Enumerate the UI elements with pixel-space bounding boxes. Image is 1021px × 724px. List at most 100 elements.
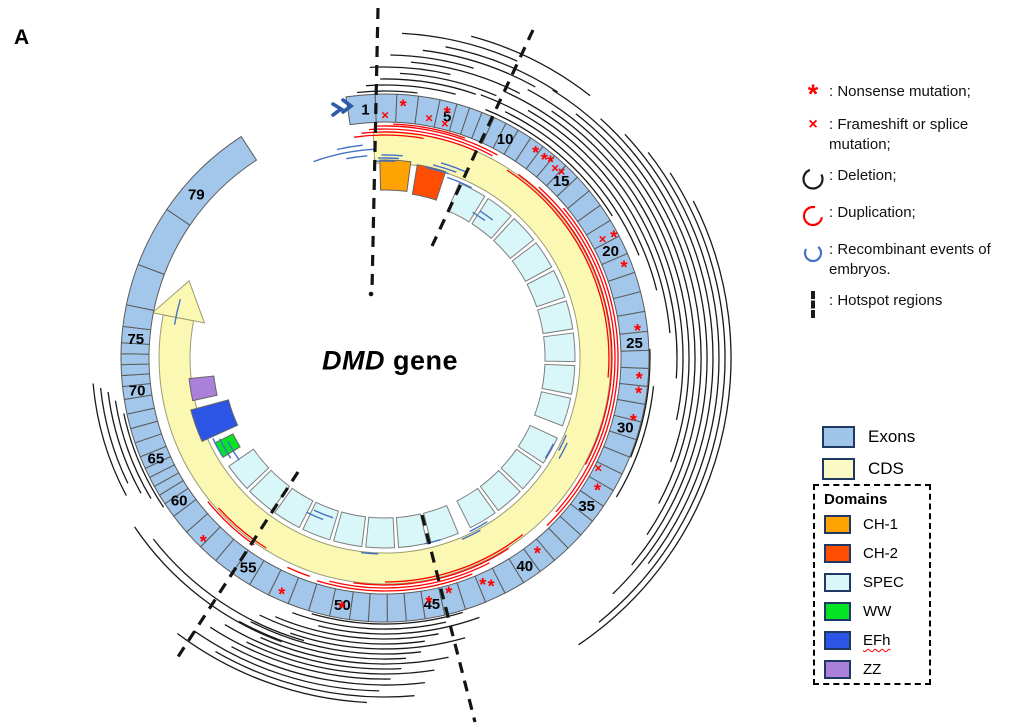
mutation-legend-item: : Recombinant events of embryos. (797, 240, 1019, 280)
deletion-arc (246, 641, 435, 675)
recombination-arc (472, 211, 486, 222)
domain-SPEC-segment (395, 513, 428, 549)
deletion-arc (193, 630, 380, 692)
mutation-legend-label: : Duplication; (829, 204, 916, 221)
domain-SPEC-segment (526, 269, 566, 308)
domain-swatch (824, 631, 851, 650)
deletion-arc (114, 400, 152, 499)
exon-segment-47 (386, 592, 407, 623)
domain-SPEC-segment (248, 469, 291, 511)
deletion-arc (401, 32, 518, 62)
asterisk-icon-cell: * (797, 81, 829, 108)
domain-swatch (824, 544, 851, 563)
deletion-arc (318, 616, 480, 635)
domain-SPEC-segment (511, 242, 553, 283)
domain-ZZ (188, 375, 218, 402)
exon-number-10: 10 (497, 131, 514, 148)
domain-SPEC-segment (365, 516, 396, 549)
deletion-arc (134, 526, 282, 643)
gene-title: DMD gene (322, 346, 458, 377)
mutation-legend-label: : Deletion; (829, 167, 897, 184)
track-swatch (822, 426, 855, 448)
deletion-arc (471, 35, 591, 97)
recombination-arc (425, 166, 449, 175)
nonsense-mutation-mark: * (400, 97, 407, 117)
deletion-arc (357, 90, 418, 94)
duplication-arc-icon-cell (797, 203, 829, 229)
nonsense-mutation-mark: * (630, 411, 637, 431)
recombination-arc (173, 299, 181, 325)
transcription-start-chevron-icon (341, 98, 354, 114)
deletion-arc (260, 636, 449, 665)
nonsense-mutation-mark: * (610, 227, 617, 247)
nonsense-mutation-mark: * (338, 598, 345, 618)
duplication-arc (353, 547, 509, 586)
deletion-arc (600, 118, 708, 566)
exon-number-65: 65 (148, 451, 165, 468)
recombination-arc (227, 441, 240, 461)
hotspot-dash-icon-cell (797, 291, 829, 318)
panel-label: A (14, 26, 30, 49)
deletion-arc (311, 611, 463, 625)
frameshift-mutation-mark: × (441, 116, 449, 131)
exon-segment-79 (166, 135, 258, 226)
nonsense-mutation-mark: * (534, 543, 541, 563)
deletion-arc (615, 386, 655, 498)
deletion-arc (551, 110, 684, 421)
nonsense-mutation-mark: * (541, 150, 548, 170)
nonsense-mutation-mark: * (594, 481, 601, 501)
domain-swatch (824, 660, 851, 679)
recombination-arc (212, 438, 223, 457)
exon-segment-73 (120, 353, 150, 366)
deletion-arc (177, 632, 367, 704)
deletion-arc (485, 108, 613, 217)
deletion-arc (224, 624, 402, 670)
domain-legend-item: CH-1 (824, 515, 929, 534)
duplication-arc (506, 169, 610, 378)
recombination-arc (313, 509, 334, 519)
deletion-arc (390, 54, 474, 69)
exon-number-15: 15 (553, 173, 570, 190)
exon-number-60: 60 (171, 493, 188, 510)
deletion-arc (92, 383, 127, 496)
hotspot-dash-icon (811, 291, 815, 318)
deletion-arc (238, 620, 407, 660)
exon-segment-48 (367, 592, 388, 623)
recombination-arc (558, 442, 568, 459)
frameshift-mutation-mark: × (595, 461, 603, 476)
deletion-arc (215, 651, 415, 698)
domain-legend-item: ZZ (824, 660, 929, 679)
deletion-arc (612, 133, 714, 595)
recombination-arc (461, 529, 481, 540)
domain-label: ZZ (863, 661, 882, 678)
recombination-arc (336, 144, 363, 151)
mutation-legend-label: : Nonsense mutation; (829, 83, 971, 100)
duplication-arc (546, 207, 619, 527)
track-label: Exons (868, 427, 916, 446)
deletion-arc (504, 111, 640, 256)
domain-SPEC-segment (274, 487, 314, 529)
domain-label: CH-1 (863, 516, 899, 533)
deletion-arc (290, 632, 466, 650)
track-legend-item: CDS (822, 458, 915, 480)
exon-number-20: 20 (602, 243, 619, 260)
deletion-arc (259, 614, 425, 645)
duplication-arc-icon (802, 205, 824, 227)
nonsense-mutation-mark: * (488, 577, 495, 597)
hotspot-region-line (370, 7, 380, 291)
mutation-legend-item: : Duplication; (797, 203, 1019, 229)
nonsense-mutation-mark: * (444, 104, 451, 124)
recombination-arc (346, 155, 368, 160)
nonsense-mutation-mark: * (620, 257, 627, 277)
recombination-arc (218, 438, 232, 459)
track-legend-item: Exons (822, 426, 915, 448)
mutation-legend: *: Nonsense mutation; ×: Frameshift or sp… (797, 81, 1019, 329)
gene-name: DMD (321, 345, 385, 376)
frameshift-mutation-mark: × (599, 231, 607, 246)
domain-SPEC-segment (541, 363, 576, 395)
domain-legend-item: WW (824, 602, 929, 621)
nonsense-mutation-mark: * (634, 321, 641, 341)
nonsense-mutation-mark: * (636, 369, 643, 389)
recombination-arc (558, 434, 567, 451)
deletion-arc (575, 113, 696, 504)
